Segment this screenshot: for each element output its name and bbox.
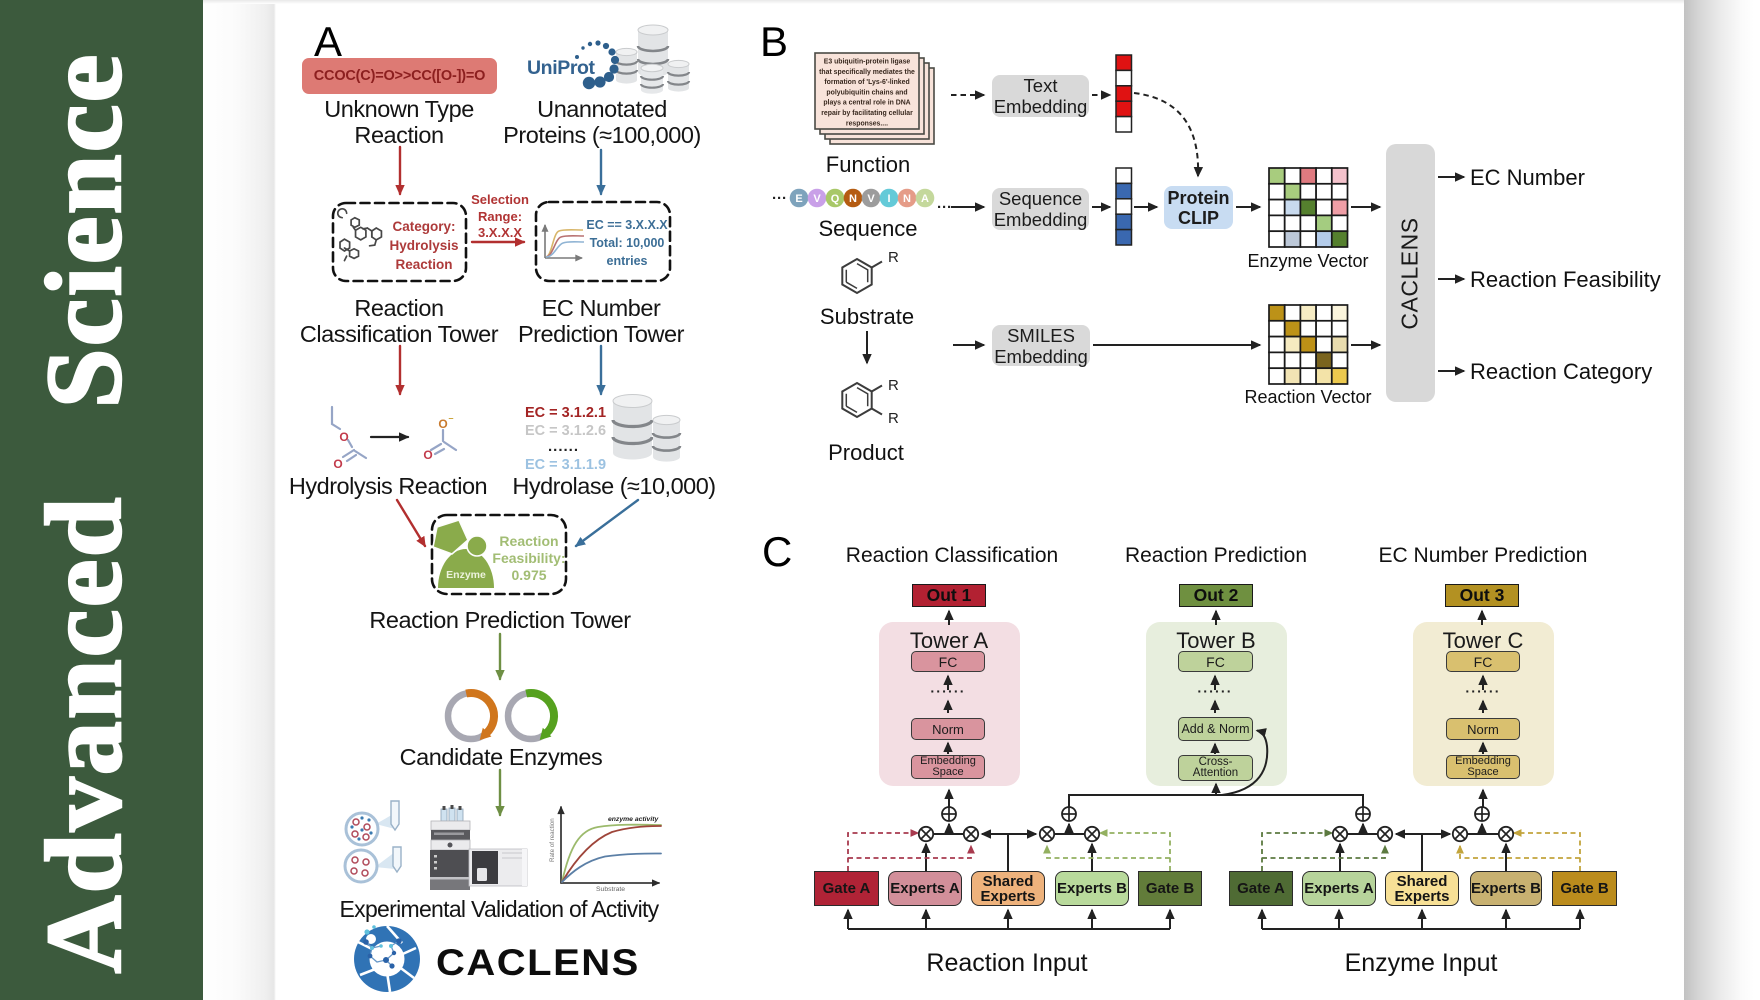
svg-text:A: A: [921, 193, 929, 205]
svg-text:polyubiquitin chains and: polyubiquitin chains and: [826, 89, 907, 96]
svg-text:O: O: [423, 448, 432, 462]
svg-text:V: V: [867, 193, 875, 205]
svg-text:E3 ubiquitin-protein ligase: E3 ubiquitin-protein ligase: [824, 59, 911, 66]
svg-text:plays a central role in DNA: plays a central role in DNA: [823, 100, 910, 107]
svg-text:formation of 'Lys-6'-linked: formation of 'Lys-6'-linked: [824, 79, 909, 86]
svg-text:Substrate: Substrate: [596, 886, 625, 893]
svg-text:that specifically mediates the: that specifically mediates the: [819, 69, 915, 76]
svg-text:R: R: [888, 377, 899, 394]
svg-text:I: I: [887, 193, 890, 205]
svg-text:–: –: [448, 413, 453, 423]
svg-text:UniProt: UniProt: [527, 57, 596, 79]
svg-text:responses....: responses....: [846, 120, 888, 127]
svg-text:O: O: [333, 457, 342, 471]
svg-text:Rate of reaction: Rate of reaction: [549, 818, 556, 862]
svg-text:N: N: [903, 193, 911, 205]
svg-text:···: ···: [772, 190, 787, 207]
svg-text:E: E: [795, 193, 802, 205]
svg-text:repair by facilitating cellula: repair by facilitating cellular: [821, 110, 913, 117]
svg-text:O: O: [438, 417, 447, 431]
svg-text:N: N: [849, 193, 857, 205]
svg-text:···: ···: [937, 199, 952, 216]
svg-text:enzyme activity: enzyme activity: [608, 816, 659, 823]
svg-text:V: V: [813, 193, 821, 205]
svg-text:R: R: [888, 249, 899, 266]
svg-text:Q: Q: [831, 193, 840, 205]
svg-text:Enzyme: Enzyme: [446, 569, 486, 581]
svg-text:O: O: [339, 430, 348, 444]
svg-text:R: R: [888, 410, 899, 427]
